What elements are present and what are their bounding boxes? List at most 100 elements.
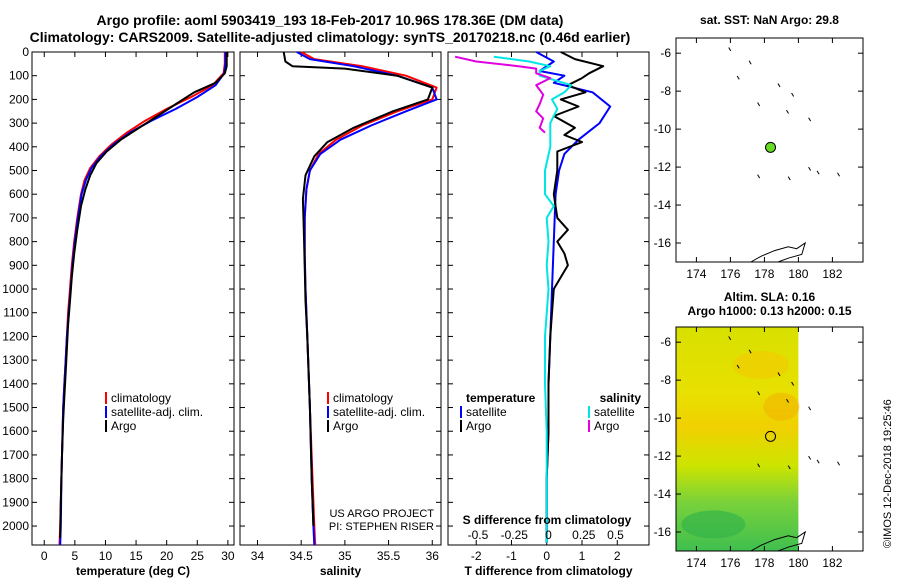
difference-x-tick-label: 2 (614, 549, 621, 563)
sst-map-x-tick-label: 174 (686, 267, 706, 281)
sla-map-y-tick-label: -16 (654, 525, 672, 539)
sla-high-patch (763, 392, 800, 421)
y-tick-label: 1500 (2, 401, 29, 415)
salinity-diff-tick-label: 0.25 (572, 528, 596, 542)
island-outline (808, 406, 812, 411)
y-tick-label: 1900 (2, 495, 29, 509)
sst-map-title: sat. SST: NaN Argo: 29.8 (700, 13, 839, 27)
sla-map-y-tick-label: -12 (654, 449, 672, 463)
y-tick-label: 1000 (2, 282, 29, 296)
sla-map-title-line2: Argo h1000: 0.13 h2000: 0.15 (687, 304, 851, 318)
credit-line1: US ARGO PROJECT (329, 508, 434, 520)
island-outline (786, 398, 789, 403)
difference-series-S-satellite (493, 55, 573, 543)
copyright-timestamp: ©IMOS 12-Dec-2018 19:25:46 (882, 399, 894, 548)
salinity-series-argo (282, 51, 434, 527)
y-tick-label: 1300 (2, 353, 29, 367)
salinity-series-satellite (296, 51, 438, 546)
island-outline (787, 176, 791, 181)
island-outline (777, 372, 781, 377)
sla-high-patch (733, 350, 789, 379)
difference-x-tick-label: 1 (579, 549, 586, 563)
island-outline (757, 391, 761, 396)
sst-map-y-tick-label: -10 (654, 122, 672, 136)
salinity-xlabel: salinity (320, 564, 362, 578)
y-tick-label: 300 (9, 116, 29, 130)
coastline (750, 530, 807, 552)
island-outline (837, 172, 840, 177)
sla-map-x-tick-label: 180 (788, 556, 808, 570)
difference-axes (447, 51, 650, 546)
y-tick-label: 1400 (2, 377, 29, 391)
temperature-legend-label: satellite-adj. clim. (111, 405, 203, 419)
diff-legend-salinity-label: satellite (594, 405, 635, 419)
y-tick-label: 1600 (2, 424, 29, 438)
temperature-x-tick-label: 15 (129, 549, 143, 563)
y-tick-label: 700 (9, 211, 29, 225)
sst-map-y-tick-label: -14 (654, 198, 672, 212)
temperature-axes (31, 51, 235, 546)
diff-legend-salinity-title: salinity (600, 391, 642, 405)
sst-map-x-tick-label: 176 (720, 267, 740, 281)
credit-line2: PI: STEPHEN RISER (329, 521, 434, 533)
difference-x-tick-label: -2 (471, 549, 482, 563)
sst-map-x-tick-label: 178 (754, 267, 774, 281)
island-outline (736, 75, 740, 80)
island-outline (791, 92, 795, 97)
temperature-x-tick-label: 0 (41, 549, 48, 563)
salinity-x-tick-label: 34.5 (289, 549, 313, 563)
salinity-diff-axis-label: S difference from climatology (463, 513, 632, 527)
island-outline (791, 381, 795, 386)
island-outline (808, 117, 812, 122)
diff-legend-temperature-label: Argo (466, 419, 492, 433)
temperature-xlabel: temperature (deg C) (76, 564, 190, 578)
y-tick-label: 1800 (2, 472, 29, 486)
island-outline (786, 109, 789, 114)
sla-map-content (728, 336, 840, 552)
sst-map-axes (675, 37, 864, 263)
plot-title-line2: Climatology: CARS2009. Satellite-adjuste… (29, 29, 631, 45)
sla-map-y-tick-label: -6 (660, 335, 671, 349)
salinity-diff-tick-label: 0 (545, 528, 552, 542)
salinity-diff-tick-label: 0.5 (607, 528, 624, 542)
temperature-series-argo (59, 52, 228, 538)
y-tick-label: 900 (9, 258, 29, 272)
salinity-x-tick-label: 35.5 (377, 549, 401, 563)
y-tick-label: 1100 (3, 306, 29, 320)
salinity-x-tick-label: 34 (251, 549, 265, 563)
island-outline (748, 349, 752, 354)
salinity-legend-label: climatology (333, 391, 393, 405)
island-outline (808, 455, 812, 460)
sla-map-axes (675, 326, 864, 552)
temperature-x-tick-label: 25 (191, 549, 205, 563)
sst-map-y-tick-label: -12 (654, 160, 672, 174)
island-outline (736, 364, 740, 369)
sla-map-y-tick-label: -14 (654, 487, 672, 501)
y-tick-label: 400 (9, 140, 29, 154)
island-outline (777, 83, 781, 88)
diff-legend-temperature-title: temperature (466, 391, 536, 405)
island-outline (757, 102, 761, 107)
temperature-x-tick-label: 10 (99, 549, 113, 563)
difference-x-tick-label: -1 (506, 549, 517, 563)
coastline (750, 241, 807, 263)
temperature-legend-label: climatology (111, 391, 171, 405)
temperature-legend-label: Argo (111, 419, 137, 433)
island-outline (808, 166, 812, 171)
sst-map-argo-marker (765, 141, 777, 153)
temperature-x-tick-label: 30 (221, 549, 235, 563)
island-outline (728, 336, 732, 341)
island-outline (757, 463, 761, 468)
salinity-x-tick-label: 36 (426, 549, 440, 563)
island-outline (816, 459, 820, 464)
sla-map-y-tick-label: -10 (654, 411, 672, 425)
difference-series-T-argo (545, 51, 605, 543)
island-outline (748, 60, 752, 65)
difference-xlabel: T difference from climatology (464, 564, 632, 578)
sla-map-x-tick-label: 174 (686, 556, 706, 570)
y-tick-label: 1700 (2, 448, 29, 462)
salinity-x-tick-label: 35 (338, 549, 352, 563)
island-outline (728, 47, 732, 52)
sst-map-x-tick-label: 180 (788, 267, 808, 281)
